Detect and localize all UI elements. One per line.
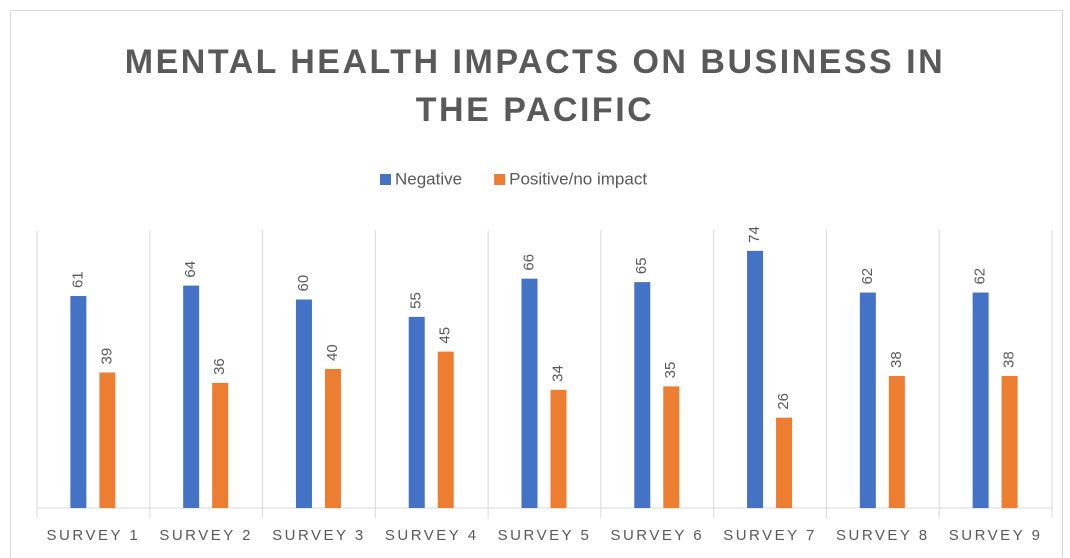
data-label: 60 <box>295 275 312 292</box>
x-tick-label: SURVEY 4 <box>385 527 479 544</box>
legend-label: Negative <box>395 169 462 188</box>
data-label: 45 <box>437 327 454 344</box>
x-tick-label: SURVEY 6 <box>610 527 704 544</box>
data-label: 40 <box>324 344 341 361</box>
data-label: 66 <box>520 254 537 271</box>
bar <box>521 278 538 508</box>
data-label: 36 <box>211 358 228 375</box>
bar <box>859 292 876 508</box>
legend-label: Positive/no impact <box>509 169 647 188</box>
x-tick-label: SURVEY 2 <box>159 527 253 544</box>
bar <box>99 372 116 508</box>
data-label: 38 <box>888 351 905 368</box>
data-label: 74 <box>746 226 763 243</box>
x-tick-label: SURVEY 1 <box>47 527 141 544</box>
bar <box>663 386 680 508</box>
data-label: 35 <box>662 362 679 379</box>
data-label: 34 <box>549 365 566 382</box>
data-label: 26 <box>775 393 792 410</box>
data-label: 62 <box>972 268 989 285</box>
bar <box>295 299 312 508</box>
legend-swatch <box>380 174 391 185</box>
data-label: 61 <box>69 271 86 288</box>
data-label: 55 <box>408 292 425 309</box>
data-label: 64 <box>182 261 199 278</box>
bar <box>776 417 793 508</box>
data-label: 38 <box>1001 351 1018 368</box>
bar <box>324 369 341 508</box>
data-label: 65 <box>633 257 650 274</box>
chart-title: MENTAL HEALTH IMPACTS ON BUSINESS IN THE… <box>124 43 946 129</box>
chart-border <box>10 10 1063 558</box>
bar <box>212 382 229 508</box>
data-label: 62 <box>859 268 876 285</box>
bar <box>550 389 567 508</box>
data-label: 39 <box>98 348 115 365</box>
x-tick-label: SURVEY 7 <box>723 527 817 544</box>
bar <box>634 282 651 508</box>
bar <box>1001 375 1018 508</box>
bar <box>747 250 764 508</box>
bar <box>888 375 905 508</box>
bar <box>183 285 200 508</box>
x-tick-label: SURVEY 8 <box>836 527 930 544</box>
bar <box>408 316 425 508</box>
x-tick-label: SURVEY 3 <box>272 527 366 544</box>
legend-swatch <box>494 174 506 185</box>
x-tick-label: SURVEY 9 <box>949 527 1043 544</box>
bar <box>70 296 87 508</box>
bar <box>437 351 454 508</box>
x-tick-label: SURVEY 5 <box>498 527 592 544</box>
bar <box>972 292 989 508</box>
